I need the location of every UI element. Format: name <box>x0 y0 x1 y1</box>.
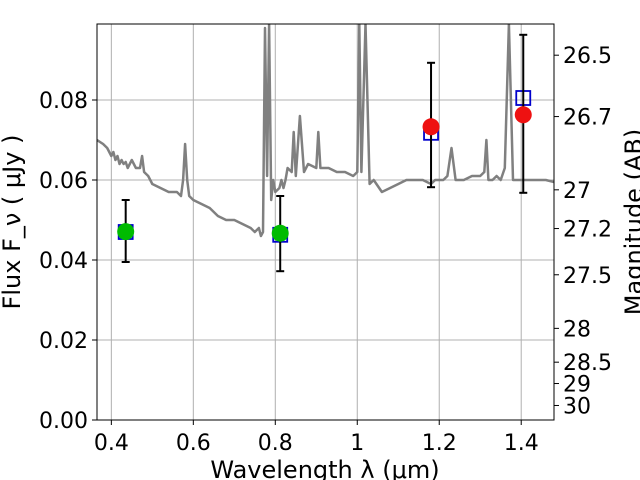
mag-tick-label: 27.2 <box>563 218 612 243</box>
x-tick-label: 0.4 <box>94 431 129 456</box>
data-point <box>117 223 135 241</box>
data-point <box>514 106 532 124</box>
x-tick-label: 0.6 <box>176 431 211 456</box>
grid-lines <box>97 24 554 421</box>
mag-tick-label: 26.5 <box>563 44 612 69</box>
mag-tick-label: 29 <box>563 373 591 398</box>
mag-tick-label: 30 <box>563 394 591 419</box>
mag-tick-label: 28.5 <box>563 351 612 376</box>
x-axis-label: Wavelength λ (μm) <box>210 456 439 480</box>
data-point <box>271 224 289 242</box>
right-axis-label: Magnitude (AB) <box>620 129 640 315</box>
mag-tick-label: 26.7 <box>563 106 612 131</box>
data-point <box>422 118 440 136</box>
mag-tick-label: 27 <box>563 179 591 204</box>
x-axis: 0.4 0.6 0.8 1 1.2 1.4 <box>94 420 539 456</box>
mag-tick-label: 28 <box>563 317 591 342</box>
x-tick-label: 1.4 <box>504 431 539 456</box>
y-tick-label: 0.08 <box>39 89 88 114</box>
spectrum-line <box>97 24 554 238</box>
y-tick-label: 0.06 <box>39 169 88 194</box>
mag-tick-label: 27.5 <box>563 264 612 289</box>
x-tick-label: 1 <box>350 431 364 456</box>
plot-frame <box>96 23 555 421</box>
y-axis: 0.00 0.02 0.04 0.06 0.08 <box>39 89 97 434</box>
y-axis-label: Flux F_ν ( μJy ) <box>0 135 26 310</box>
y-tick-label: 0.04 <box>39 249 88 274</box>
points-layer <box>117 33 532 273</box>
spectrum-layer <box>97 24 554 238</box>
x-tick-label: 1.2 <box>422 431 457 456</box>
y-tick-label: 0.02 <box>39 329 88 354</box>
x-tick-label: 0.8 <box>258 431 293 456</box>
y-tick-label: 0.00 <box>39 409 88 434</box>
